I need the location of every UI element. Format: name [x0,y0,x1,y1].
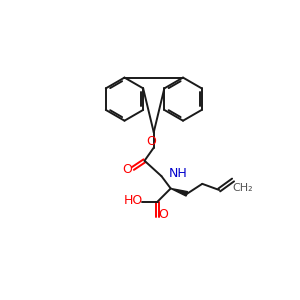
Text: O: O [146,135,156,148]
Text: O: O [158,208,168,221]
Text: CH₂: CH₂ [233,183,254,193]
Polygon shape [171,188,188,196]
Text: HO: HO [123,194,142,206]
Text: NH: NH [169,167,188,180]
Text: O: O [122,164,132,176]
